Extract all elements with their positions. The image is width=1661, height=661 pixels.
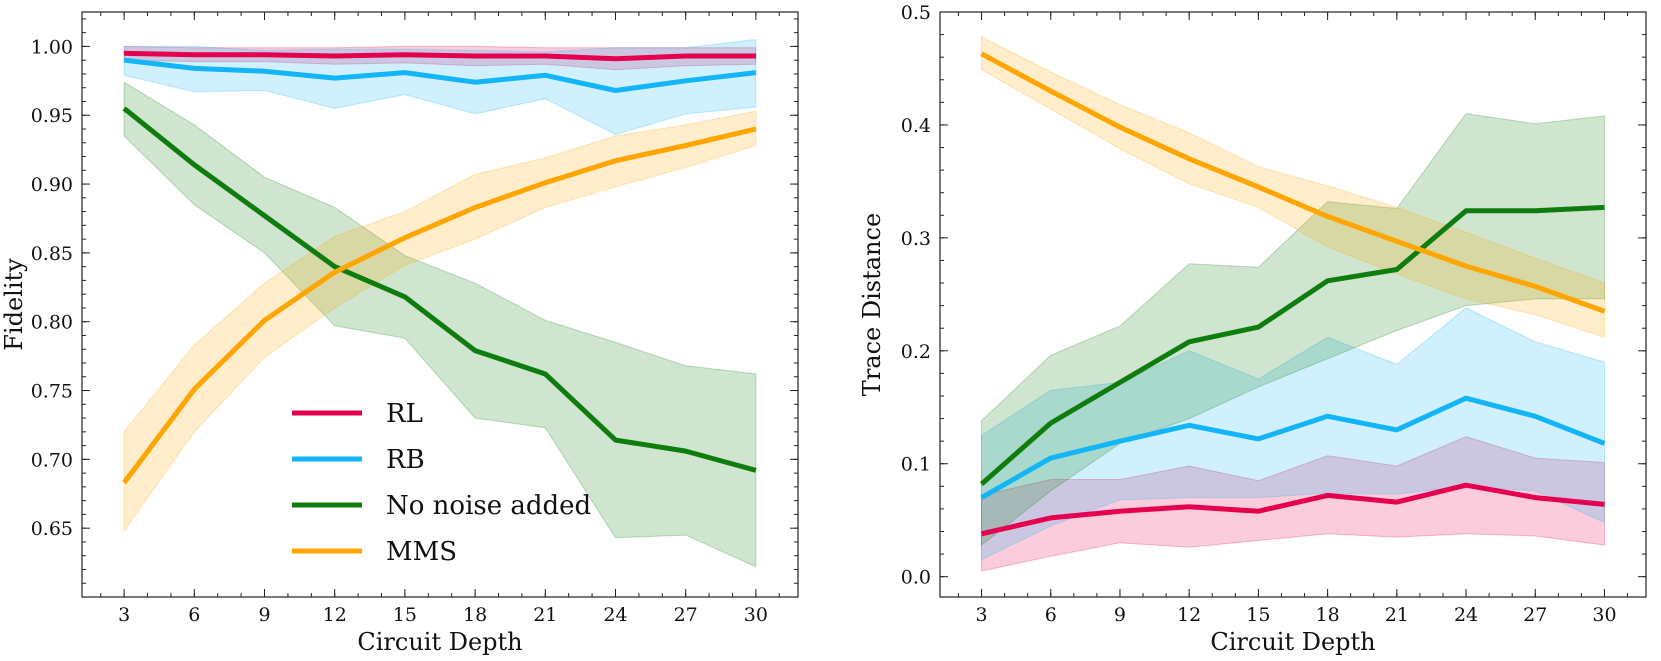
band-rb <box>981 307 1605 561</box>
series-line-mms <box>122 126 757 485</box>
x-axis-label: Circuit Depth <box>357 628 522 656</box>
x-tick-label: 6 <box>1045 604 1057 626</box>
axes-frame <box>81 11 799 598</box>
legend-label-mms: MMS <box>386 537 457 567</box>
y-tick-label: 0.90 <box>31 174 73 196</box>
axes-frame <box>939 11 1647 598</box>
legend-label-no-noise-added: No noise added <box>386 491 591 521</box>
band-rb <box>123 38 757 136</box>
band-mms <box>123 110 757 533</box>
band-rl <box>123 45 757 71</box>
y-tick-label: 1.00 <box>31 36 73 58</box>
y-tick-label: 0.5 <box>901 2 931 24</box>
plot-area <box>122 38 757 568</box>
x-tick-label: 24 <box>603 604 627 626</box>
y-tick-label: 0.75 <box>31 381 73 403</box>
x-tick-label: 9 <box>1114 604 1126 626</box>
x-tick-label: 3 <box>118 604 130 626</box>
x-tick-label: 21 <box>1385 604 1409 626</box>
y-axis-label: Fidelity <box>0 258 28 351</box>
x-tick-label: 30 <box>744 604 768 626</box>
y-tick-label: 0.4 <box>901 115 931 137</box>
series-line-no-noise-added <box>122 106 757 473</box>
x-tick-label: 18 <box>463 604 487 626</box>
x-tick-label: 15 <box>393 604 417 626</box>
y-tick-label: 0.1 <box>901 454 931 476</box>
fidelity-chart-panel: 3 6 9 12 15 18 21 24 27 30 0.65 0.70 0.75 0.80 0.85 0.9… <box>0 11 799 656</box>
y-tick-label: 0.95 <box>31 105 73 127</box>
x-axis-label: Circuit Depth <box>1210 628 1375 656</box>
y-tick-label: 0.3 <box>901 228 931 250</box>
x-tick-label: 27 <box>674 604 698 626</box>
series-line-rl <box>980 482 1605 537</box>
x-tick-label: 3 <box>975 604 987 626</box>
y-tick-label: 0.80 <box>31 312 73 334</box>
y-tick-label: 0.2 <box>901 341 931 363</box>
x-tick-label: 18 <box>1316 604 1340 626</box>
x-tick-label: 9 <box>258 604 270 626</box>
legend: RL RB No noise added MMS <box>292 399 591 567</box>
series-line-no-noise-added <box>979 204 1605 486</box>
trace-distance-chart-panel: 3 6 9 12 15 18 21 24 27 30 0.0 0.1 0.2 0.3 0.4 0.5 Circu… <box>858 2 1647 656</box>
y-tick-label: 0.65 <box>31 518 73 540</box>
plot-area <box>979 35 1606 572</box>
legend-label-rl: RL <box>386 399 423 429</box>
x-tick-label: 21 <box>533 604 557 626</box>
x-tick-label: 12 <box>323 604 347 626</box>
series-line-rb <box>123 57 757 93</box>
x-tick-label: 27 <box>1523 604 1547 626</box>
y-tick-label: 0.85 <box>31 243 73 265</box>
x-tick-label: 30 <box>1592 604 1616 626</box>
x-tick-label: 6 <box>188 604 200 626</box>
legend-label-rb: RB <box>386 445 425 475</box>
y-tick-label: 0.0 <box>901 567 931 589</box>
x-tick-label: 15 <box>1246 604 1270 626</box>
y-tick-label: 0.70 <box>31 449 73 471</box>
series-line-mms <box>980 51 1606 314</box>
series-line-rl <box>124 50 756 62</box>
x-tick-label: 24 <box>1454 604 1478 626</box>
series-line-rb <box>980 395 1606 500</box>
y-axis-label: Trace Distance <box>858 213 886 396</box>
x-tick-label: 12 <box>1177 604 1201 626</box>
